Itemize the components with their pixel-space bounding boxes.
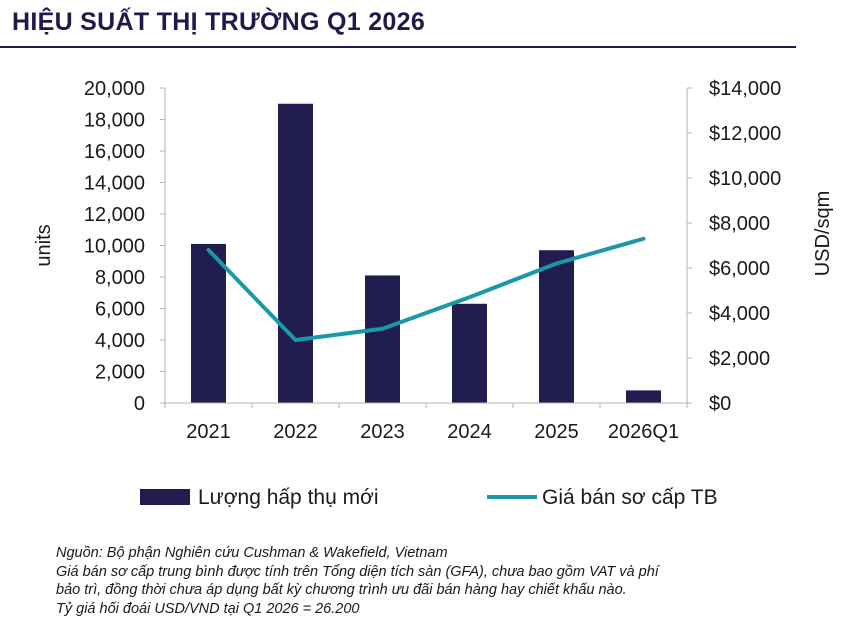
x-tick-label: 2026Q1 — [608, 421, 679, 443]
title-divider — [0, 46, 796, 48]
methodology-note-line: bảo trì, đồng thời chưa áp dụng bất kỳ c… — [56, 582, 627, 598]
right-axis-title: USD/sqm — [812, 191, 834, 277]
left-tick-label: 4,000 — [95, 330, 145, 352]
x-tick-label: 2022 — [273, 421, 318, 443]
methodology-note-line: Giá bán sơ cấp trung bình được tính trên… — [56, 563, 659, 580]
left-axis-title: units — [33, 224, 55, 266]
left-tick-label: 12,000 — [84, 204, 145, 226]
avg-price-point-2022 — [295, 339, 296, 341]
right-tick-label: $10,000 — [709, 168, 781, 190]
avg-price-line — [206, 236, 646, 342]
left-tick-label: 14,000 — [84, 173, 145, 195]
right-tick-label: $14,000 — [709, 78, 781, 100]
legend-label-price: Giá bán sơ cấp TB — [542, 486, 718, 509]
left-tick-label: 0 — [134, 393, 145, 415]
left-tick-label: 6,000 — [95, 299, 145, 321]
bar-2021 — [191, 243, 226, 403]
page-title: HIỆU SUẤT THỊ TRƯỜNG Q1 2026 — [12, 8, 426, 36]
right-tick-label: $6,000 — [709, 258, 770, 280]
left-tick-label: 18,000 — [84, 110, 145, 132]
x-tick-label: 2023 — [360, 421, 405, 443]
source-note-line: Nguồn: Bộ phận Nghiên cứu Cushman & Wake… — [56, 545, 448, 561]
avg-price-point-2023 — [382, 328, 383, 330]
bar-2025 — [539, 250, 574, 403]
right-tick-label: $4,000 — [709, 303, 770, 325]
bar-2022 — [278, 103, 313, 403]
x-tick-label: 2025 — [534, 421, 579, 443]
avg-price-point-2021 — [208, 249, 209, 251]
legend-label-absorption: Lượng hấp thụ mới — [198, 486, 379, 509]
bar-2024 — [452, 303, 487, 403]
avg-price-point-2025 — [556, 263, 557, 264]
bar-2023 — [365, 275, 400, 403]
right-tick-label: $0 — [709, 393, 731, 415]
left-tick-label: 16,000 — [84, 141, 145, 163]
right-tick-label: $2,000 — [709, 348, 770, 370]
bar-2026Q1 — [626, 390, 661, 403]
x-tick-label: 2024 — [447, 421, 492, 443]
right-tick-label: $12,000 — [709, 123, 781, 145]
avg-price-point-2026Q1 — [643, 238, 644, 240]
avg-price-point-2024 — [469, 296, 470, 298]
legend-swatch-absorption — [140, 489, 190, 505]
left-tick-label: 10,000 — [84, 236, 145, 258]
x-tick-label: 2021 — [186, 421, 231, 443]
left-tick-label: 8,000 — [95, 267, 145, 289]
left-tick-label: 20,000 — [84, 78, 145, 100]
source-notes: Nguồn: Bộ phận Nghiên cứu Cushman & Wake… — [56, 544, 836, 618]
right-tick-label: $8,000 — [709, 213, 770, 235]
combo-chart: 0 2,000 4,000 6,000 8,000 10,000 12,000 14,000 1… — [33, 78, 834, 509]
exchange-rate-note-line: Tỷ giá hối đoái USD/VND tại Q1 2026 = 26… — [56, 600, 360, 617]
left-tick-label: 2,000 — [95, 362, 145, 384]
